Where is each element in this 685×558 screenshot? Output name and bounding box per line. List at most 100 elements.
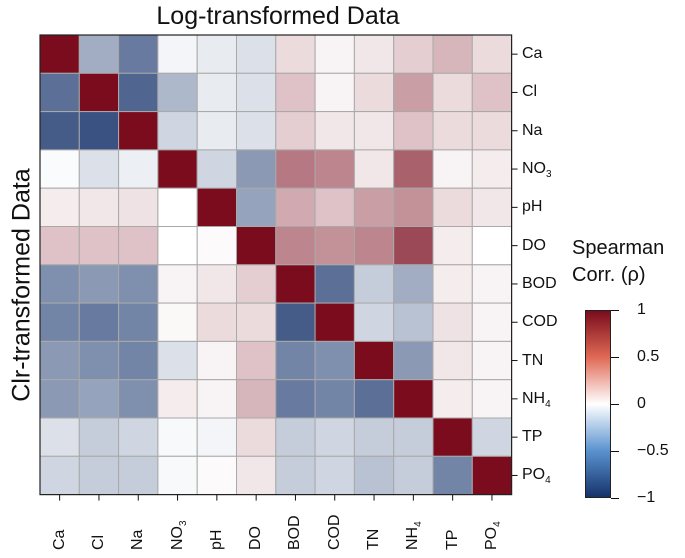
heatmap-cell — [393, 187, 434, 227]
heatmap-cell — [118, 187, 159, 227]
heatmap-cell — [471, 34, 513, 74]
heatmap-cell — [39, 264, 80, 304]
row-label-text: NH — [522, 389, 546, 407]
column-label: PO4 — [483, 521, 503, 550]
heatmap-cell — [314, 187, 355, 227]
row-label-subscript: 4 — [545, 475, 551, 487]
heatmap-cell — [432, 264, 473, 304]
heatmap-cell — [471, 149, 513, 189]
row-label: NH4 — [522, 390, 551, 414]
heatmap-cell — [78, 34, 120, 74]
heatmap-cell — [432, 379, 473, 419]
heatmap-cell — [236, 187, 277, 227]
heatmap-cell — [118, 149, 159, 189]
heatmap-cell — [39, 149, 80, 189]
colorbar-tick — [611, 310, 619, 311]
heatmap-cell — [471, 226, 513, 266]
heatmap-cell — [393, 340, 434, 381]
row-label-text: NO — [522, 160, 546, 178]
heatmap-cell — [314, 264, 355, 304]
heatmap-cell — [393, 417, 434, 457]
column-label-text: DO — [247, 526, 265, 550]
heatmap-cell — [78, 111, 120, 151]
row-label: Cl — [522, 83, 537, 101]
heatmap-cell — [471, 455, 513, 496]
heatmap-cell — [314, 72, 355, 113]
heatmap-cell — [314, 34, 355, 74]
heatmap-cell — [78, 340, 120, 381]
heatmap-cell — [471, 379, 513, 419]
heatmap-cell — [471, 340, 513, 381]
heatmap-cell — [393, 264, 434, 304]
heatmap-cell — [314, 417, 355, 457]
colorbar-tick — [611, 404, 619, 405]
heatmap-cell — [236, 111, 277, 151]
heatmap-cell — [196, 264, 237, 304]
heatmap-cell — [236, 379, 277, 419]
row-label-subscript: 3 — [546, 169, 552, 181]
heatmap-cell — [432, 302, 473, 342]
heatmap-cell — [314, 379, 355, 419]
column-label: pH — [208, 530, 226, 550]
heatmap-cell — [157, 264, 198, 304]
row-label-subscript: 4 — [545, 399, 551, 411]
row-label-text: TP — [522, 428, 543, 446]
heatmap-cell — [353, 417, 395, 457]
heatmap-cell — [275, 417, 316, 457]
heatmap-cell — [236, 226, 277, 266]
heatmap-cell — [353, 149, 395, 189]
heatmap-cell — [78, 72, 120, 113]
heatmap-cell — [432, 34, 473, 74]
column-label: Cl — [90, 535, 108, 550]
heatmap-cell — [275, 226, 316, 266]
heatmap-cell — [157, 302, 198, 342]
heatmap-cell — [432, 226, 473, 266]
row-label-text: DO — [522, 236, 546, 254]
heatmap-cell — [353, 72, 395, 113]
column-label-text: Ca — [50, 529, 68, 550]
column-label: NO3 — [169, 520, 189, 550]
colorbar — [585, 310, 611, 498]
column-label-subscript: 3 — [177, 520, 189, 526]
heatmap-cell — [39, 226, 80, 266]
colorbar-tick — [611, 357, 619, 358]
heatmap-cell — [432, 455, 473, 496]
row-label-text: TN — [522, 351, 544, 369]
colorbar-tick-label: −0.5 — [637, 442, 669, 459]
column-label-text: NH — [404, 526, 422, 550]
heatmap-cell — [236, 302, 277, 342]
row-label: pH — [522, 198, 542, 216]
heatmap-cell — [432, 111, 473, 151]
chart-title: Log-transformed Data — [156, 2, 400, 30]
row-label: DO — [522, 237, 546, 255]
heatmap-cell — [275, 379, 316, 419]
heatmap-cell — [196, 72, 237, 113]
colorbar-tick-label: 0.5 — [637, 348, 660, 365]
heatmap-cell — [353, 34, 395, 74]
colorbar-tick — [611, 498, 619, 499]
column-label: BOD — [286, 515, 304, 550]
heatmap-cell — [157, 34, 198, 74]
heatmap-cell — [236, 72, 277, 113]
heatmap-cell — [118, 226, 159, 266]
row-label: COD — [522, 313, 558, 331]
heatmap-cell — [353, 264, 395, 304]
heatmap-cell — [275, 149, 316, 189]
heatmap-cell — [39, 417, 80, 457]
row-label: BOD — [522, 275, 557, 293]
heatmap-cell — [196, 417, 237, 457]
heatmap-cell — [275, 72, 316, 113]
heatmap-cell — [39, 455, 80, 496]
heatmap-cell — [196, 379, 237, 419]
row-label: PO4 — [522, 466, 551, 490]
heatmap-cell — [39, 34, 80, 74]
heatmap-cell — [471, 264, 513, 304]
row-label: NO3 — [522, 160, 552, 184]
heatmap-cell — [275, 455, 316, 496]
heatmap-cell — [471, 302, 513, 342]
heatmap-cell — [314, 226, 355, 266]
heatmap-cell — [196, 34, 237, 74]
colorbar-title-line1: Spearman — [572, 237, 665, 259]
heatmap-cell — [196, 226, 237, 266]
column-label-text: pH — [207, 529, 225, 550]
